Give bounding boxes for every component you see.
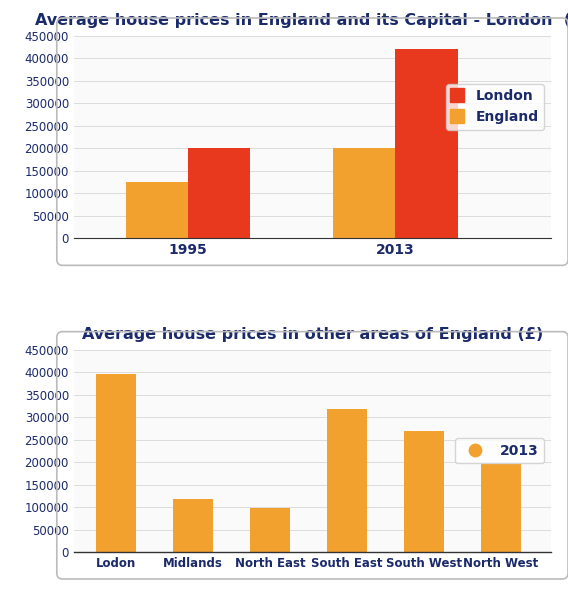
Title: Average house prices in England and its Capital - London  (£): Average house prices in England and its … <box>35 13 568 28</box>
Bar <box>173 499 213 552</box>
Bar <box>333 148 395 238</box>
Bar <box>404 431 444 552</box>
Bar <box>96 374 136 552</box>
Legend: London, England: London, England <box>446 84 544 130</box>
Bar <box>395 49 458 238</box>
Bar <box>250 508 290 552</box>
Bar <box>481 464 521 552</box>
Bar <box>327 409 367 552</box>
Legend: 2013: 2013 <box>456 438 544 463</box>
Bar <box>126 182 188 238</box>
Bar <box>188 148 250 238</box>
Title: Average house prices in other areas of England (£): Average house prices in other areas of E… <box>82 326 543 341</box>
